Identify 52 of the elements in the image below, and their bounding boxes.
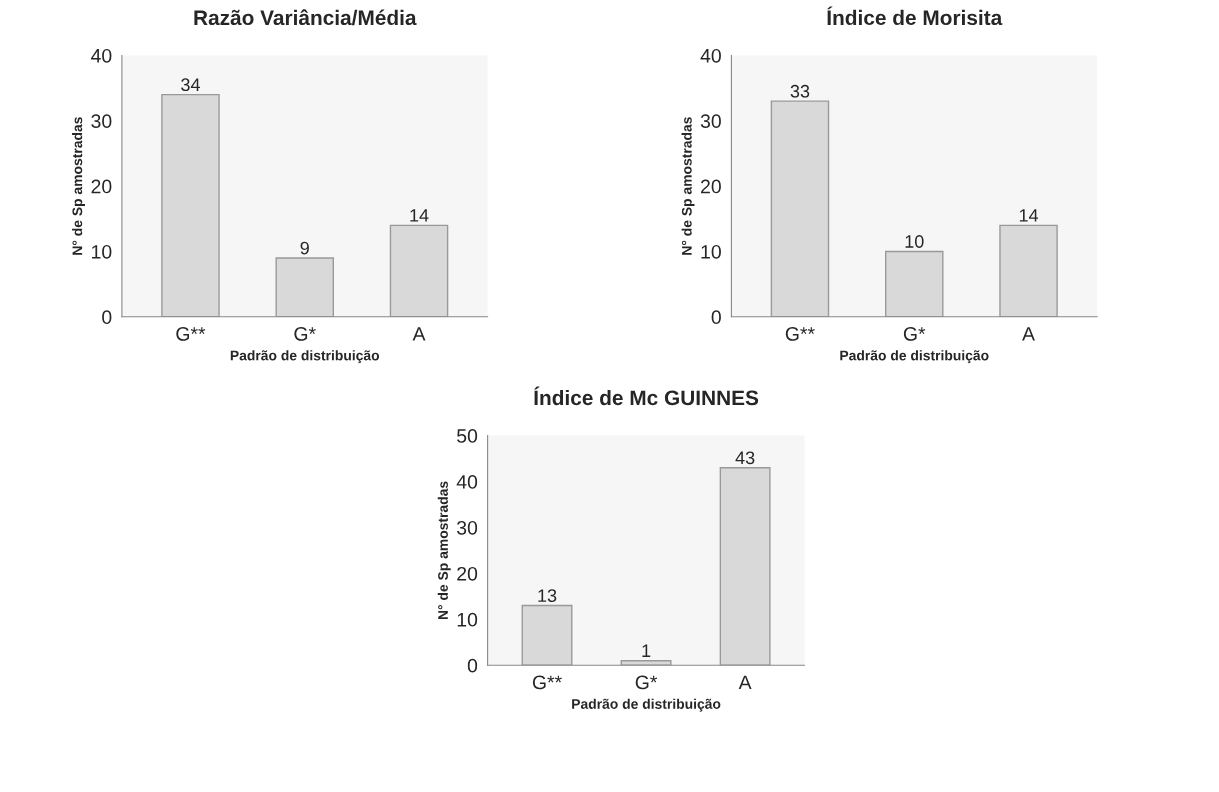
chart-title: Razão Variância/Média	[194, 9, 417, 26]
y-tick-label: 10	[457, 612, 478, 627]
y-tick-label: 30	[91, 114, 112, 129]
y-tick-label: 40	[700, 48, 721, 63]
x-tick-label: A	[1022, 327, 1035, 341]
y-tick-label: 0	[102, 310, 112, 325]
bar	[770, 100, 830, 317]
bar	[999, 224, 1058, 317]
x-tick-label: G*	[294, 327, 316, 341]
bar	[521, 604, 573, 666]
data-label: 13	[538, 589, 557, 602]
data-label: 34	[181, 78, 200, 92]
x-tick-label: A	[412, 327, 426, 341]
x-tick-label: G**	[532, 675, 562, 690]
y-tick-label: 0	[467, 658, 478, 673]
y-tick-label: 20	[701, 179, 721, 194]
bar	[620, 659, 672, 666]
y-axis-title: N° de Sp amostradas	[437, 481, 451, 620]
y-tick-label: 30	[456, 520, 478, 535]
x-tick-label: A	[738, 675, 752, 690]
x-axis-title: Padrão de distribuição	[840, 350, 989, 364]
y-tick-label: 20	[457, 566, 478, 581]
data-label: 33	[790, 84, 810, 98]
x-tick-label: G**	[785, 327, 815, 341]
chart-title: Índice de Mc GUINNES	[534, 386, 759, 406]
bar	[161, 93, 220, 317]
data-label: 10	[905, 235, 924, 248]
data-label: 14	[410, 209, 429, 222]
y-tick-label: 20	[91, 179, 112, 194]
y-tick-label: 0	[711, 310, 721, 325]
y-tick-label: 40	[91, 48, 112, 63]
y-axis-title: N° de Sp amostradas	[681, 117, 695, 255]
bar	[719, 467, 771, 666]
x-axis-title: Padrão de distribuição	[230, 350, 380, 364]
x-tick-label: G**	[176, 327, 206, 341]
x-axis-title: Padrão de distribuição	[572, 698, 721, 712]
y-tick-label: 30	[700, 114, 721, 129]
y-tick-label: 40	[456, 475, 478, 489]
data-label: 14	[1019, 209, 1039, 222]
x-tick-label: G*	[635, 675, 658, 690]
chart-title: Índice de Morisita	[827, 6, 1003, 26]
y-tick-label: 10	[92, 244, 112, 259]
data-label: 1	[642, 644, 651, 657]
data-label: 43	[735, 451, 755, 465]
y-axis-title: N° de Sp amostradas	[72, 117, 85, 255]
y-tick-label: 10	[701, 244, 721, 259]
bar	[275, 257, 335, 317]
data-label: 9	[300, 241, 309, 255]
y-tick-label: 50	[457, 429, 478, 443]
bar	[389, 224, 449, 317]
x-tick-label: G*	[903, 327, 926, 341]
bar	[884, 250, 944, 317]
